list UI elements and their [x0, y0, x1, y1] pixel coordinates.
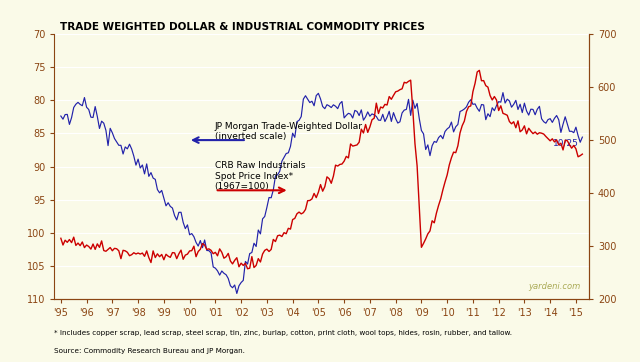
Text: * Includes copper scrap, lead scrap, steel scrap, tin, zinc, burlap, cotton, pri: * Includes copper scrap, lead scrap, ste… [54, 330, 513, 336]
Text: Source: Commodity Research Bureau and JP Morgan.: Source: Commodity Research Bureau and JP… [54, 348, 245, 354]
Text: TRADE WEIGHTED DOLLAR & INDUSTRIAL COMMODITY PRICES: TRADE WEIGHTED DOLLAR & INDUSTRIAL COMMO… [60, 22, 424, 32]
Text: 10/25: 10/25 [553, 139, 579, 148]
Text: JP Morgan Trade-Weighted Dollar
(inverted scale): JP Morgan Trade-Weighted Dollar (inverte… [215, 122, 363, 141]
Text: CRB Raw Industrials
Spot Price Index*
(1967=100): CRB Raw Industrials Spot Price Index* (1… [215, 161, 305, 191]
Text: yardeni.com: yardeni.com [529, 282, 580, 291]
